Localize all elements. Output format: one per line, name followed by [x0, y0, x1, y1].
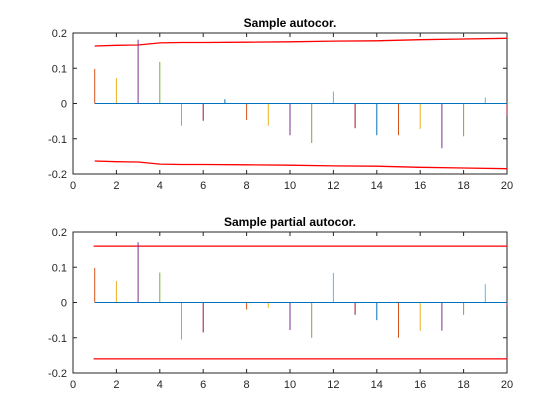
- pacf-x-tick-label: 2: [113, 379, 119, 391]
- acf-lower-confidence-bound: [94, 160, 508, 170]
- acf-x-tick-label: 4: [157, 180, 163, 192]
- partial-autocorrelation-title: Sample partial autocor.: [224, 215, 356, 229]
- pacf-y-tick-label: -0.1: [48, 333, 67, 345]
- pacf-x-tick-label: 20: [501, 379, 513, 391]
- acf-y-tick-label: 0: [61, 99, 67, 111]
- pacf-x-tick-label: 8: [244, 379, 250, 391]
- autocorrelation-tick-labels: 0 2 4 6 8 10 12 14 16 18 20 -0.2 -0.1 0 0.1 0.2: [48, 28, 513, 192]
- acf-y-tick-label: -0.1: [48, 134, 67, 146]
- acf-x-tick-label: 14: [371, 180, 383, 192]
- pacf-x-tick-label: 16: [414, 379, 426, 391]
- acf-x-tick-label: 0: [70, 180, 76, 192]
- partial-autocorrelation-panel: Sample partial autocor. 0 2 4 6 8 10 12 14 16 18 2…: [48, 215, 513, 391]
- pacf-y-tick-label: -0.2: [48, 368, 67, 380]
- pacf-x-tick-label: 0: [70, 379, 76, 391]
- autocorrelation-title: Sample autocor.: [244, 16, 337, 30]
- acf-x-tick-label: 10: [284, 180, 296, 192]
- autocorrelation-plot-area: [72, 32, 508, 175]
- pacf-x-tick-label: 4: [157, 379, 163, 391]
- acf-y-tick-label: 0.1: [52, 63, 67, 75]
- acf-x-tick-label: 16: [414, 180, 426, 192]
- pacf-y-tick-label: 0.2: [52, 227, 67, 239]
- pacf-y-tick-label: 0: [61, 298, 67, 310]
- acf-y-tick-label: 0.2: [52, 28, 67, 40]
- pacf-x-tick-label: 12: [327, 379, 339, 391]
- acf-x-tick-label: 18: [457, 180, 469, 192]
- acf-x-tick-label: 20: [501, 180, 513, 192]
- acf-x-tick-label: 6: [200, 180, 206, 192]
- pacf-x-tick-label: 14: [371, 379, 383, 391]
- partial-autocorrelation-plot-area: [72, 231, 508, 374]
- partial-autocorrelation-tick-labels: 0 2 4 6 8 10 12 14 16 18 20 -0.2 -0.1 0 0.1 0.2: [48, 227, 513, 391]
- pacf-x-tick-label: 10: [284, 379, 296, 391]
- autocorrelation-panel: Sample autocor. 0 2 4 6 8 10 12 14 16 18 20 -0.2 -0.…: [48, 16, 513, 192]
- pacf-y-tick-label: 0.1: [52, 262, 67, 274]
- acf-y-tick-label: -0.2: [48, 169, 67, 181]
- pacf-x-tick-label: 6: [200, 379, 206, 391]
- acf-x-tick-label: 12: [327, 180, 339, 192]
- acf-x-tick-label: 2: [113, 180, 119, 192]
- pacf-x-tick-label: 18: [457, 379, 469, 391]
- acf-x-tick-label: 8: [244, 180, 250, 192]
